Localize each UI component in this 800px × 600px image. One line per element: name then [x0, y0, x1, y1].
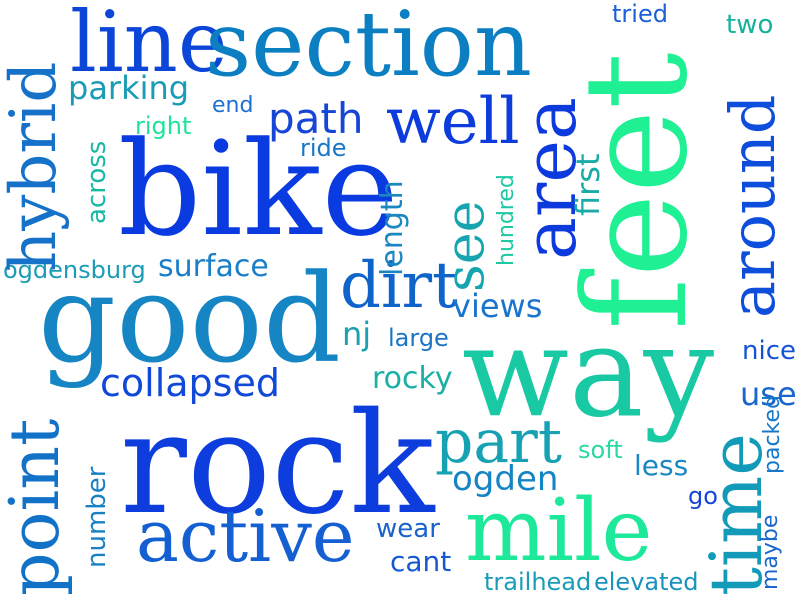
word-see: see: [433, 200, 496, 292]
word-ogdensburg: ogdensburg: [3, 256, 146, 284]
word-right: right: [135, 112, 192, 140]
word-views: views: [452, 287, 543, 325]
word-rock: rock: [120, 383, 435, 546]
word-section: section: [205, 0, 532, 97]
word-large: large: [388, 324, 449, 352]
word-good: good: [38, 248, 342, 390]
word-less: less: [634, 449, 689, 482]
word-elevated: elevated: [594, 568, 699, 596]
word-bike: bike: [118, 113, 399, 265]
word-way: way: [462, 300, 715, 445]
word-wear: wear: [376, 514, 440, 544]
word-point: point: [0, 418, 75, 596]
word-use: use: [740, 375, 797, 413]
word-number: number: [82, 466, 112, 568]
word-trailhead: trailhead: [484, 568, 592, 596]
word-packed: packed: [760, 395, 785, 474]
word-end: end: [212, 93, 254, 118]
word-feet: feet: [554, 52, 719, 330]
word-parking: parking: [68, 69, 190, 107]
word-ogden: ogden: [452, 459, 559, 499]
word-dirt: dirt: [340, 249, 458, 323]
word-collapsed: collapsed: [100, 361, 280, 405]
word-mile: mile: [465, 481, 653, 581]
word-line: line: [70, 0, 228, 91]
word-tried: tried: [612, 0, 668, 28]
word-path: path: [268, 94, 364, 143]
word-hybrid: hybrid: [0, 61, 71, 272]
word-well: well: [386, 85, 520, 159]
word-cant: cant: [390, 545, 452, 578]
word-maybe: maybe: [758, 514, 783, 590]
word-active: active: [136, 494, 355, 578]
word-two: two: [726, 10, 774, 40]
word-ride: ride: [300, 134, 347, 162]
word-around: around: [716, 94, 789, 318]
word-across: across: [82, 140, 112, 224]
word-length: length: [375, 180, 410, 276]
word-part: part: [435, 407, 562, 477]
word-rocky: rocky: [372, 361, 453, 396]
word-go: go: [688, 482, 718, 510]
word-nj: nj: [342, 315, 372, 353]
word-surface: surface: [158, 249, 269, 284]
word-nice: nice: [742, 336, 796, 366]
word-soft: soft: [578, 436, 623, 464]
